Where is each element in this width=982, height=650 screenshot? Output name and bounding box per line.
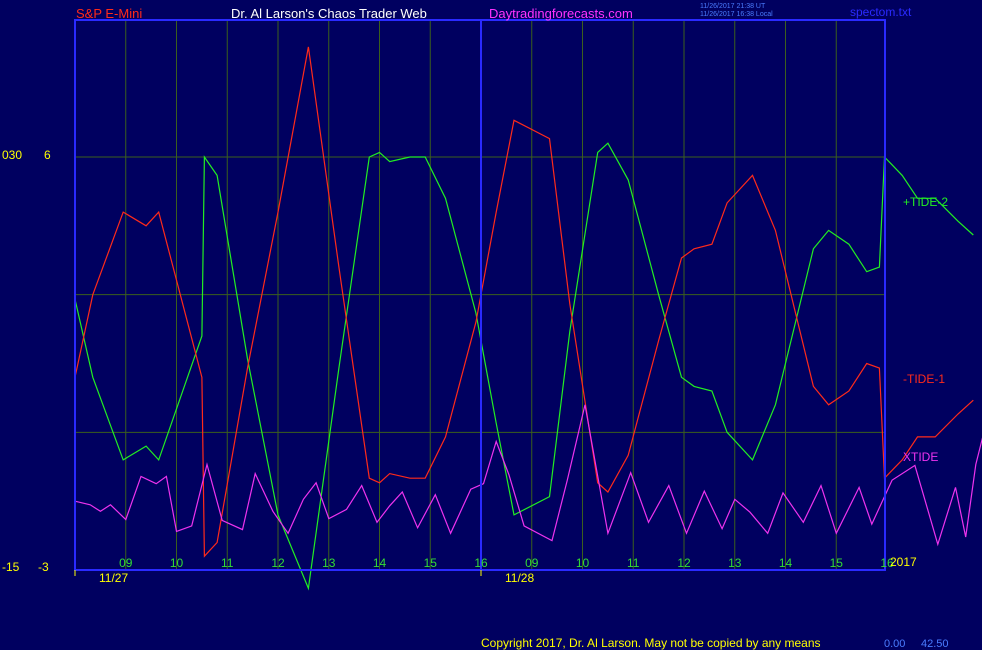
- symbol-title: S&P E-Mini: [76, 6, 143, 21]
- hour-tick-label: 15: [830, 556, 844, 570]
- legend-tide2: +TIDE-2: [903, 195, 949, 209]
- date-tick-label: 11/28: [505, 571, 534, 585]
- timestamp-ut: 11/26/2017 21:38 UT: [700, 3, 766, 10]
- left-axis-lower-outer: -15: [2, 560, 20, 574]
- x-axis-ticks: 09 10 11 12 13 14 15 16 09 10 11 12 13 14 15 16 11/27 11/…: [74, 556, 894, 585]
- year-label: 2017: [890, 555, 917, 569]
- readout-value-a: 0.00: [884, 638, 906, 650]
- left-axis-upper-inner: 6: [44, 148, 51, 162]
- legend-xtide: XTIDE: [903, 450, 939, 464]
- left-axis-lower-inner: -3: [38, 560, 49, 574]
- hour-tick-label: 12: [271, 556, 285, 570]
- hour-tick-label: 09: [119, 556, 133, 570]
- hour-tick-label: 13: [728, 556, 742, 570]
- left-axis-upper-outer: 030: [2, 148, 23, 162]
- hour-tick-label: 10: [576, 556, 590, 570]
- hour-tick-label: 14: [779, 556, 793, 570]
- site-link[interactable]: Daytradingforecasts.com: [489, 6, 633, 21]
- chart-series: [74, 46, 982, 591]
- hour-tick-label: 11: [221, 556, 234, 570]
- hour-tick-label: 15: [424, 556, 438, 570]
- series-line-tide-2: [74, 142, 974, 591]
- hour-tick-label: 10: [170, 556, 184, 570]
- hour-tick-label: 16: [880, 556, 894, 570]
- series-line-tide-1: [74, 46, 974, 558]
- timestamp-local: 11/26/2017 16:38 Local: [700, 11, 773, 18]
- hour-tick-label: 12: [677, 556, 691, 570]
- hour-tick-label: 09: [525, 556, 539, 570]
- copyright-notice: Copyright 2017, Dr. Al Larson. May not b…: [481, 636, 821, 650]
- hour-tick-label: 13: [322, 556, 336, 570]
- readout-value-b: 42.50: [921, 638, 949, 650]
- legend-tide1: -TIDE-1: [903, 372, 945, 386]
- hour-tick-label: 14: [373, 556, 387, 570]
- date-tick-label: 11/27: [99, 571, 128, 585]
- hour-tick-label: 11: [627, 556, 640, 570]
- author-title: Dr. Al Larson's Chaos Trader Web: [231, 6, 427, 21]
- series-line-xtide: [74, 404, 982, 547]
- data-file-name: spectom.txt: [850, 5, 912, 19]
- hour-tick-label: 16: [474, 556, 488, 570]
